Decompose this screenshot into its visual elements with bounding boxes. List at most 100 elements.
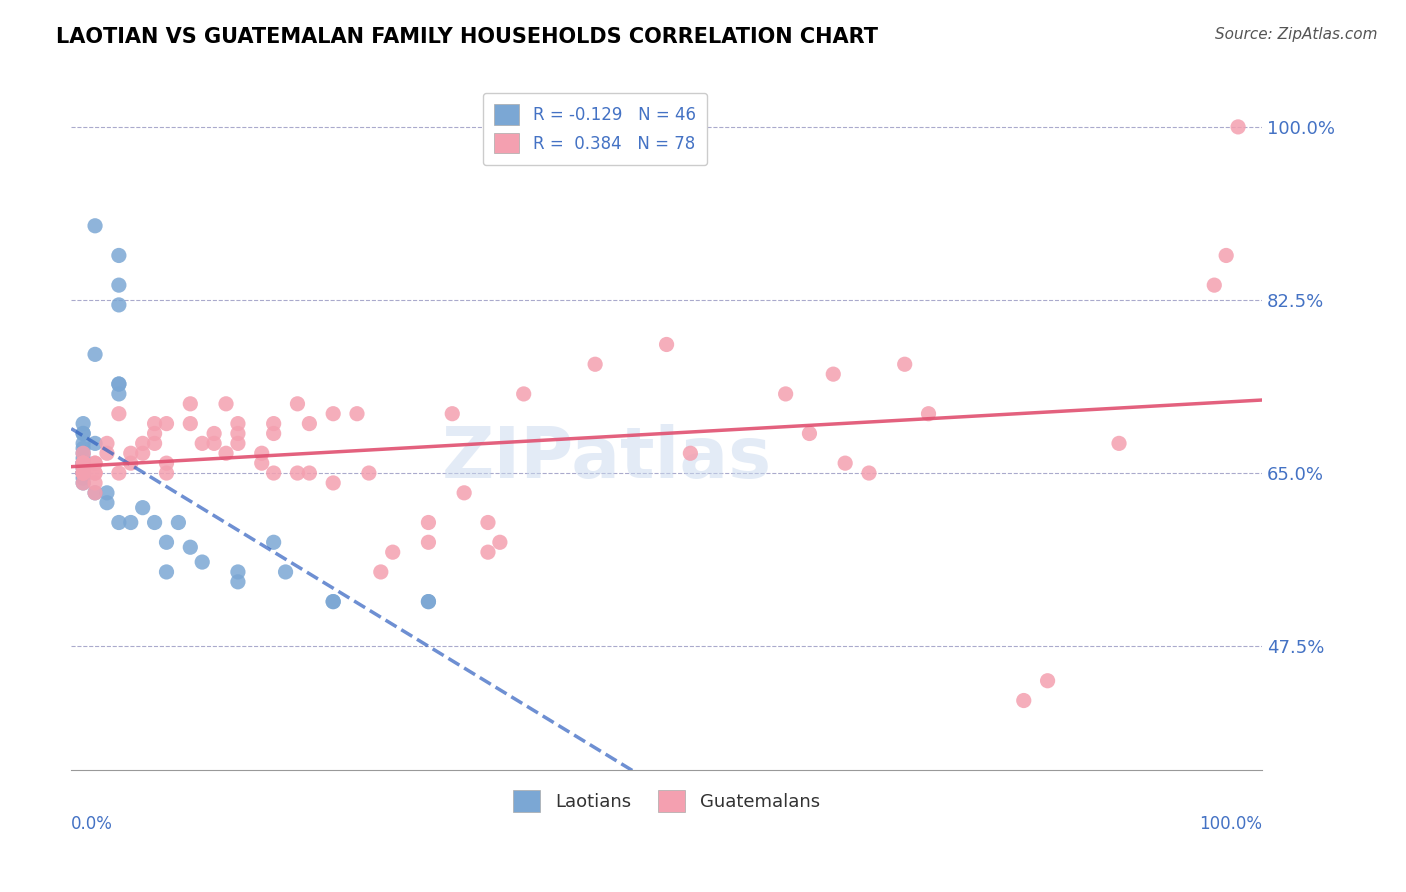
Point: [72, 436, 94, 450]
Point: [143, 516, 166, 530]
Point: [143, 417, 166, 431]
Point: [72, 446, 94, 460]
Point: [72, 456, 94, 470]
Point: [823, 367, 845, 381]
Legend: Laotians, Guatemalans: Laotians, Guatemalans: [506, 783, 827, 820]
Point: [108, 387, 131, 401]
Point: [322, 594, 344, 608]
Point: [108, 278, 131, 293]
Point: [191, 436, 214, 450]
Text: 0.0%: 0.0%: [72, 814, 112, 833]
Point: [1215, 248, 1237, 262]
Point: [108, 298, 131, 312]
Point: [263, 426, 285, 441]
Point: [191, 555, 214, 569]
Text: ZIPatlas: ZIPatlas: [441, 424, 772, 492]
Point: [72, 466, 94, 480]
Point: [108, 407, 131, 421]
Point: [72, 451, 94, 466]
Point: [84, 485, 107, 500]
Point: [274, 565, 297, 579]
Point: [131, 446, 153, 460]
Point: [72, 461, 94, 475]
Point: [226, 565, 249, 579]
Point: [512, 387, 534, 401]
Point: [84, 475, 107, 490]
Point: [418, 594, 440, 608]
Point: [72, 461, 94, 475]
Point: [583, 357, 606, 371]
Point: [72, 456, 94, 470]
Point: [357, 466, 380, 480]
Point: [72, 442, 94, 456]
Point: [655, 337, 678, 351]
Point: [1204, 278, 1226, 293]
Point: [108, 248, 131, 262]
Point: [167, 516, 190, 530]
Point: [215, 397, 238, 411]
Point: [263, 466, 285, 480]
Text: Source: ZipAtlas.com: Source: ZipAtlas.com: [1215, 27, 1378, 42]
Point: [72, 456, 94, 470]
Point: [322, 594, 344, 608]
Point: [215, 446, 238, 460]
Point: [226, 426, 249, 441]
Point: [84, 219, 107, 233]
Point: [1012, 693, 1035, 707]
Point: [893, 357, 915, 371]
Point: [202, 426, 225, 441]
Point: [263, 535, 285, 549]
Point: [1108, 436, 1130, 450]
Point: [72, 417, 94, 431]
Point: [202, 436, 225, 450]
Point: [453, 485, 475, 500]
Point: [155, 535, 177, 549]
Point: [120, 456, 142, 470]
Point: [287, 397, 309, 411]
Point: [84, 347, 107, 361]
Point: [84, 436, 107, 450]
Point: [226, 417, 249, 431]
Point: [84, 485, 107, 500]
Point: [477, 516, 499, 530]
Point: [155, 417, 177, 431]
Point: [179, 397, 201, 411]
Point: [679, 446, 702, 460]
Point: [72, 466, 94, 480]
Text: LAOTIAN VS GUATEMALAN FAMILY HOUSEHOLDS CORRELATION CHART: LAOTIAN VS GUATEMALAN FAMILY HOUSEHOLDS …: [56, 27, 879, 46]
Point: [72, 426, 94, 441]
Point: [72, 475, 94, 490]
Point: [1227, 120, 1250, 134]
Point: [84, 456, 107, 470]
Point: [226, 436, 249, 450]
Point: [72, 456, 94, 470]
Point: [322, 407, 344, 421]
Point: [96, 485, 118, 500]
Point: [155, 565, 177, 579]
Point: [72, 475, 94, 490]
Point: [72, 466, 94, 480]
Point: [131, 500, 153, 515]
Point: [858, 466, 880, 480]
Point: [120, 516, 142, 530]
Point: [72, 446, 94, 460]
Point: [84, 466, 107, 480]
Point: [84, 456, 107, 470]
Point: [155, 456, 177, 470]
Point: [477, 545, 499, 559]
Point: [96, 496, 118, 510]
Point: [96, 436, 118, 450]
Point: [917, 407, 939, 421]
Point: [108, 466, 131, 480]
Point: [72, 456, 94, 470]
Point: [441, 407, 464, 421]
Point: [72, 466, 94, 480]
Point: [834, 456, 856, 470]
Point: [298, 417, 321, 431]
Point: [298, 466, 321, 480]
Point: [418, 535, 440, 549]
Point: [131, 436, 153, 450]
Point: [263, 417, 285, 431]
Point: [143, 436, 166, 450]
Point: [370, 565, 392, 579]
